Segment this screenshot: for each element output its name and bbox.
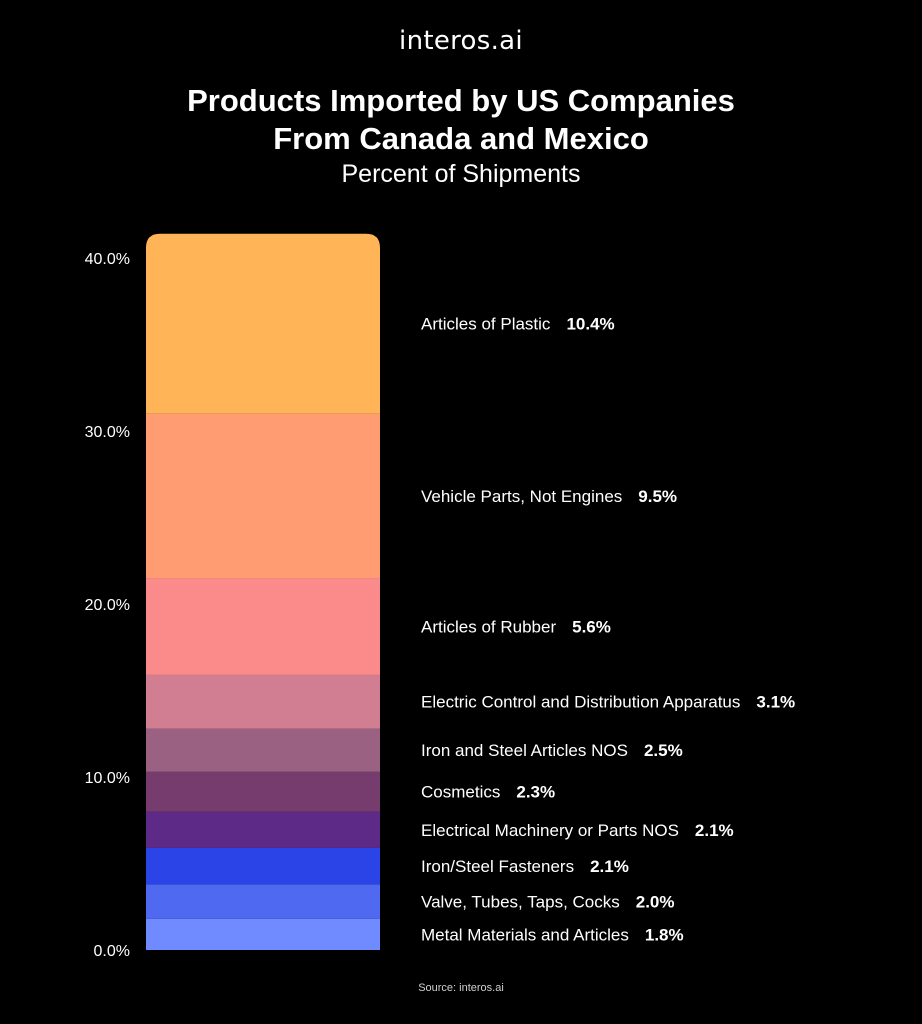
segment-name: Electrical Machinery or Parts NOS	[421, 821, 679, 840]
segment-value: 2.5%	[644, 741, 683, 760]
y-tick-label: 30.0%	[85, 424, 130, 441]
segment-label: Iron/Steel Fasteners 2.1%	[421, 857, 629, 876]
segment-value: 1.8%	[645, 925, 684, 944]
chart-title-line-1: Products Imported by US Companies	[187, 83, 735, 118]
segment-name: Cosmetics	[421, 783, 500, 802]
y-tick-label: 10.0%	[85, 770, 130, 787]
segment-value: 9.5%	[638, 487, 677, 506]
bar-segment	[146, 771, 380, 812]
segment-label: Electric Control and Distribution Appara…	[421, 693, 795, 712]
y-tick-label: 40.0%	[85, 251, 130, 268]
segment-name: Valve, Tubes, Taps, Cocks	[421, 893, 620, 912]
segment-value: 5.6%	[572, 617, 611, 636]
segment-name: Articles of Plastic	[421, 315, 551, 334]
bar-segment	[146, 233, 380, 414]
segment-label: Cosmetics 2.3%	[421, 783, 555, 802]
segment-value: 2.1%	[590, 857, 629, 876]
segment-value: 2.0%	[636, 893, 675, 912]
segment-value: 2.3%	[516, 783, 555, 802]
segment-label: Articles of Rubber 5.6%	[421, 617, 611, 636]
chart-title: Products Imported by US Companies From C…	[0, 82, 922, 158]
segment-name: Iron and Steel Articles NOS	[421, 741, 628, 760]
bar-segment	[146, 847, 380, 885]
source-note: Source: interos.ai	[418, 982, 504, 994]
bar-segment	[146, 578, 380, 675]
segment-label: Iron and Steel Articles NOS 2.5%	[421, 741, 683, 760]
bar-segment	[146, 728, 380, 772]
segment-name: Iron/Steel Fasteners	[421, 857, 574, 876]
segment-label: Valve, Tubes, Taps, Cocks 2.0%	[421, 893, 675, 912]
y-tick-label: 20.0%	[85, 597, 130, 614]
segment-name: Vehicle Parts, Not Engines	[421, 487, 622, 506]
segment-value: 3.1%	[756, 693, 795, 712]
interos-logo: interos.ai	[399, 26, 523, 56]
segment-label: Vehicle Parts, Not Engines 9.5%	[421, 487, 677, 506]
bar-segment	[146, 884, 380, 919]
chart-title-line-2: From Canada and Mexico	[273, 121, 649, 156]
y-tick-label: 0.0%	[94, 943, 130, 960]
bar-segment	[146, 413, 380, 579]
bar-segment	[146, 918, 380, 950]
bar-segment	[146, 811, 380, 848]
segment-name: Electric Control and Distribution Appara…	[421, 693, 740, 712]
segment-name: Articles of Rubber	[421, 617, 556, 636]
segment-value: 2.1%	[695, 821, 734, 840]
segment-name: Metal Materials and Articles	[421, 925, 629, 944]
segment-label: Metal Materials and Articles 1.8%	[421, 925, 684, 944]
bar-segment	[146, 674, 380, 729]
segment-label: Articles of Plastic 10.4%	[421, 315, 615, 334]
chart-subtitle: Percent of Shipments	[341, 160, 581, 188]
segment-value: 10.4%	[566, 315, 614, 334]
segment-label: Electrical Machinery or Parts NOS 2.1%	[421, 821, 734, 840]
